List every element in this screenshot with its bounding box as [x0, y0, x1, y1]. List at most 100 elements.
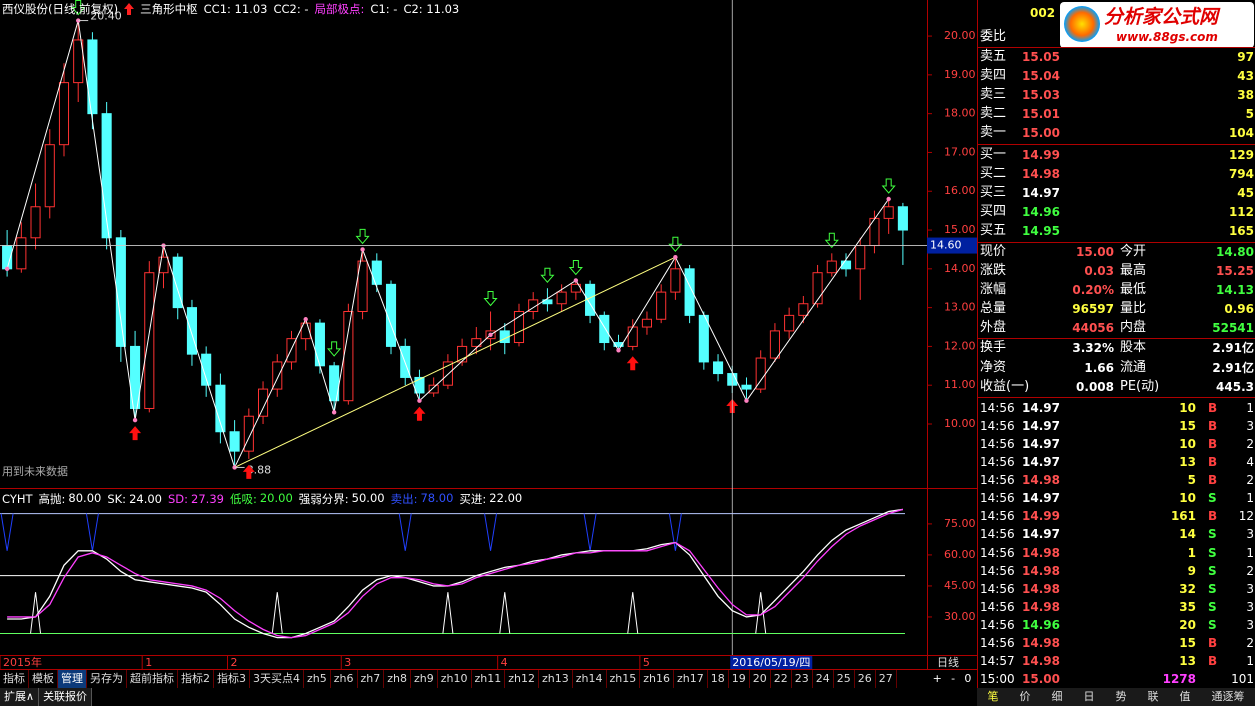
book-price: 14.98	[1022, 167, 1060, 182]
buy-signal	[627, 592, 639, 634]
tab[interactable]: 24	[813, 670, 834, 688]
tab[interactable]: 27	[876, 670, 897, 688]
tab[interactable]: 19	[729, 670, 750, 688]
buy-arrow	[626, 356, 639, 371]
bottom-tab[interactable]: 扩展∧	[0, 688, 40, 706]
control[interactable]: -	[951, 672, 956, 685]
quote-tab[interactable]: 值	[1179, 690, 1191, 703]
tab[interactable]: 管理	[58, 670, 87, 688]
buy-arrow	[129, 426, 142, 441]
stat-value: 96597	[1072, 302, 1114, 317]
tab[interactable]: zh7	[358, 670, 385, 688]
tab[interactable]: 指标3	[214, 670, 250, 688]
annotation: 8.88	[247, 463, 272, 476]
candle-body	[883, 206, 894, 219]
crosshair-label-box	[927, 237, 977, 254]
candle-body	[414, 376, 425, 394]
buy-signal	[30, 592, 42, 634]
book-price: 14.96	[1022, 205, 1060, 220]
stat-value: 445.3	[1216, 380, 1254, 394]
book-price: 14.97	[1022, 186, 1060, 201]
y-tick-label: 20.00	[944, 29, 976, 42]
tab[interactable]: zh13	[539, 670, 573, 688]
tab[interactable]: 20	[750, 670, 771, 688]
y-tick-label: 75.00	[944, 517, 976, 530]
quote-tab[interactable]: 联	[1147, 690, 1159, 703]
book-label: 卖三	[980, 87, 1007, 103]
tab[interactable]: zh12	[505, 670, 539, 688]
tab[interactable]: 指标2	[178, 670, 214, 688]
trade-volume: 1278	[1162, 672, 1196, 687]
stat-value: 1.66	[1084, 360, 1114, 375]
sell-arrow	[881, 178, 896, 194]
y-tick-label: 45.00	[944, 579, 976, 592]
quote-tab[interactable]: 笔	[987, 690, 999, 703]
trade-price: 14.97	[1022, 455, 1060, 470]
trade-side: B	[1208, 401, 1218, 415]
cursor-label-box	[730, 656, 813, 669]
tab[interactable]: 3天买点4	[250, 670, 304, 688]
tab[interactable]: zh5	[304, 670, 331, 688]
trade-count: 3	[1246, 617, 1254, 632]
quote-tab[interactable]: 日	[1083, 690, 1095, 703]
tab[interactable]: zh14	[573, 670, 607, 688]
stat-label: 总量	[980, 301, 1007, 317]
quote-tab[interactable]: 通逐筹	[1211, 690, 1245, 703]
trade-volume: 10	[1179, 491, 1196, 506]
tab[interactable]: 26	[855, 670, 876, 688]
sell-arrow	[327, 341, 342, 357]
tab[interactable]: 18	[708, 670, 729, 688]
separator	[978, 242, 1255, 243]
tab[interactable]: zh17	[674, 670, 708, 688]
logo-icon	[1064, 6, 1100, 42]
control[interactable]: +	[932, 672, 942, 685]
tab[interactable]: zh9	[411, 670, 438, 688]
sell-signal	[668, 513, 682, 551]
trade-count: 2	[1246, 563, 1254, 578]
separator	[978, 144, 1255, 145]
tab[interactable]: zh16	[640, 670, 674, 688]
quote-tab[interactable]: 价	[1019, 690, 1031, 703]
tab[interactable]: 另存为	[87, 670, 127, 688]
book-label: 卖四	[980, 68, 1007, 84]
trade-count: 2	[1246, 437, 1254, 452]
tab[interactable]: 25	[834, 670, 855, 688]
tab[interactable]: 超前指标	[127, 670, 178, 688]
quote-tabs: 笔 价 细 日 势 联 值 通逐筹	[977, 688, 1255, 706]
candle-body	[528, 299, 539, 312]
tab[interactable]: zh11	[472, 670, 506, 688]
quote-tab[interactable]: 势	[1115, 690, 1127, 703]
stat-value: 3.32%	[1072, 341, 1114, 355]
book-price: 15.05	[1022, 50, 1060, 64]
tab[interactable]: 22	[771, 670, 792, 688]
book-volume: 112	[1228, 205, 1254, 220]
quote-tab[interactable]: 细	[1051, 690, 1063, 703]
trade-count: 2	[1246, 473, 1254, 488]
sell-arrow	[355, 228, 370, 245]
tab[interactable]: zh15	[607, 670, 641, 688]
tab[interactable]: zh6	[331, 670, 358, 688]
tab[interactable]: 23	[792, 670, 813, 688]
trade-side: B	[1208, 509, 1218, 524]
bottom-tab[interactable]: 关联报价	[39, 688, 93, 706]
trade-count: 1	[1246, 491, 1254, 506]
tab[interactable]: zh8	[384, 670, 411, 688]
trade-volume: 32	[1179, 581, 1196, 596]
tab[interactable]: 指标	[0, 670, 29, 688]
separator	[978, 47, 1255, 48]
y-tick-label: 17.00	[944, 145, 976, 158]
control[interactable]: 0	[964, 672, 972, 685]
trade-count: 1	[1246, 545, 1254, 560]
x-tick-label: 3	[344, 656, 351, 669]
trade-count: 4	[1246, 455, 1254, 470]
buy-signal	[499, 592, 511, 634]
sell-signal	[398, 513, 412, 551]
trade-volume: 20	[1179, 617, 1196, 632]
candle-body	[712, 361, 724, 375]
candle-body	[300, 322, 311, 340]
tab[interactable]: zh10	[438, 670, 472, 688]
stock-title: 西仪股份(日线,前复权)	[2, 2, 119, 16]
tab[interactable]: 模板	[29, 670, 58, 688]
candle-body	[73, 39, 84, 84]
trade-time: 14:56	[980, 581, 1015, 596]
